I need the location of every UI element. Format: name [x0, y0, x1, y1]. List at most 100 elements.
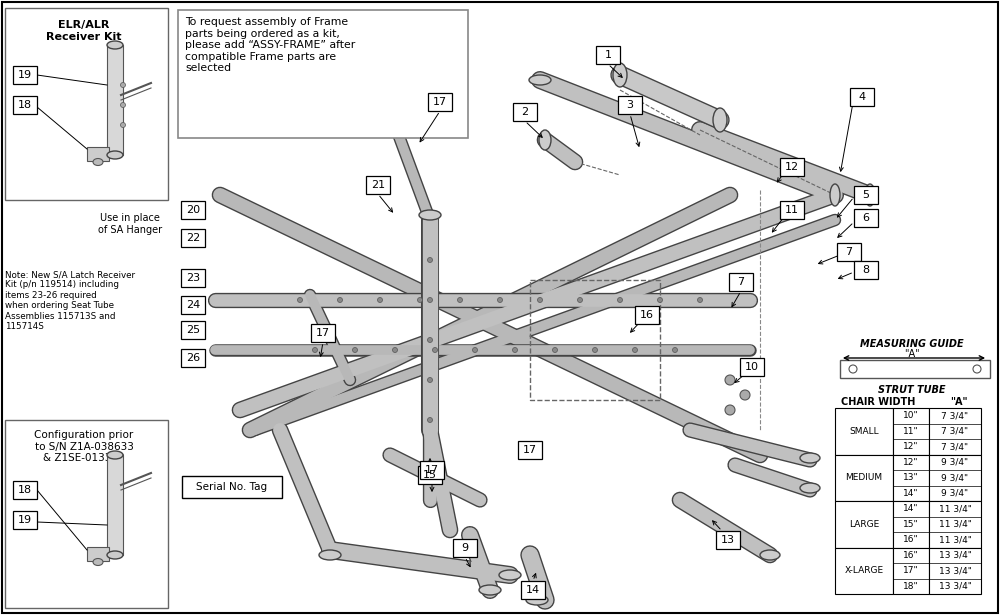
- Circle shape: [428, 338, 432, 343]
- Text: 18": 18": [903, 582, 919, 591]
- Bar: [854, 186, 878, 204]
- Bar: [181, 201, 205, 219]
- Bar: [530, 280, 660, 400]
- Text: 17: 17: [316, 328, 330, 338]
- Bar: [513, 103, 537, 121]
- Bar: [929, 454, 981, 501]
- Bar: [518, 441, 542, 459]
- Text: 18: 18: [18, 100, 32, 110]
- Ellipse shape: [800, 483, 820, 493]
- Bar: [428, 93, 452, 111]
- Circle shape: [740, 390, 750, 400]
- Text: 7 3/4": 7 3/4": [941, 427, 969, 436]
- Circle shape: [428, 298, 432, 303]
- Bar: [635, 306, 659, 324]
- Bar: [729, 273, 753, 291]
- Text: Note: New S/A Latch Receiver
Kit (p/n 119514) including
items 23-26 required
whe: Note: New S/A Latch Receiver Kit (p/n 11…: [5, 270, 135, 331]
- Text: 15: 15: [423, 470, 437, 480]
- Text: 8: 8: [862, 265, 870, 275]
- Circle shape: [512, 347, 518, 352]
- Ellipse shape: [713, 108, 727, 132]
- Text: 13: 13: [721, 535, 735, 545]
- Circle shape: [552, 347, 558, 352]
- Bar: [835, 547, 893, 594]
- Text: 12": 12": [903, 442, 919, 451]
- Text: 13 3/4": 13 3/4": [939, 566, 971, 575]
- Bar: [837, 243, 861, 261]
- Circle shape: [298, 298, 302, 303]
- Text: 16: 16: [640, 310, 654, 320]
- Ellipse shape: [830, 184, 840, 206]
- Bar: [835, 454, 893, 501]
- Circle shape: [658, 298, 662, 303]
- Circle shape: [392, 347, 398, 352]
- Text: 1: 1: [604, 50, 612, 60]
- Bar: [182, 476, 282, 498]
- Bar: [854, 209, 878, 227]
- Bar: [181, 321, 205, 339]
- Text: X-LARGE: X-LARGE: [844, 566, 884, 575]
- Text: CHAIR WIDTH: CHAIR WIDTH: [841, 397, 915, 407]
- Circle shape: [592, 347, 598, 352]
- Bar: [181, 349, 205, 367]
- Text: "A": "A": [904, 349, 920, 359]
- Text: 11 3/4": 11 3/4": [939, 520, 971, 529]
- Bar: [521, 581, 545, 599]
- Bar: [780, 201, 804, 219]
- Bar: [835, 408, 893, 454]
- Text: 3: 3: [626, 100, 634, 110]
- Text: 19: 19: [18, 515, 32, 525]
- Text: 13 3/4": 13 3/4": [939, 582, 971, 591]
- Bar: [178, 10, 468, 138]
- Text: 22: 22: [186, 233, 200, 243]
- Text: 9 3/4": 9 3/4": [941, 489, 969, 498]
- Text: 13 3/4": 13 3/4": [939, 551, 971, 560]
- Text: 7 3/4": 7 3/4": [941, 442, 969, 451]
- Text: 14": 14": [903, 504, 919, 514]
- Text: 18: 18: [18, 485, 32, 495]
- Bar: [893, 501, 929, 547]
- Text: 10": 10": [903, 411, 919, 420]
- Ellipse shape: [107, 151, 123, 159]
- Text: 16": 16": [903, 551, 919, 560]
- Text: To request assembly of Frame
parts being ordered as a kit,
please add “ASSY-FRAM: To request assembly of Frame parts being…: [185, 17, 355, 73]
- Circle shape: [538, 298, 542, 303]
- Text: Configuration prior
to S/N Z1A-038633
& Z1SE-013380: Configuration prior to S/N Z1A-038633 & …: [34, 430, 134, 463]
- Circle shape: [352, 347, 358, 352]
- Bar: [618, 96, 642, 114]
- Circle shape: [428, 378, 432, 383]
- Ellipse shape: [613, 63, 627, 87]
- Bar: [181, 229, 205, 247]
- Bar: [13, 96, 37, 114]
- Bar: [893, 547, 929, 594]
- Ellipse shape: [529, 75, 551, 85]
- Bar: [929, 501, 981, 547]
- Ellipse shape: [499, 570, 521, 580]
- Circle shape: [633, 347, 638, 352]
- Bar: [780, 158, 804, 176]
- Circle shape: [378, 298, 382, 303]
- Text: 15": 15": [903, 520, 919, 529]
- Text: 17: 17: [523, 445, 537, 455]
- Circle shape: [120, 122, 126, 127]
- Text: 17": 17": [903, 566, 919, 575]
- Text: 7: 7: [845, 247, 853, 257]
- Text: LARGE: LARGE: [849, 520, 879, 529]
- Bar: [854, 261, 878, 279]
- Ellipse shape: [479, 585, 501, 595]
- Text: STRUT TUBE: STRUT TUBE: [878, 385, 946, 395]
- Bar: [311, 324, 335, 342]
- Bar: [5, 420, 168, 608]
- Circle shape: [428, 418, 432, 423]
- Circle shape: [725, 405, 735, 415]
- Text: 25: 25: [186, 325, 200, 335]
- Bar: [181, 296, 205, 314]
- Bar: [716, 531, 740, 549]
- Circle shape: [120, 103, 126, 108]
- Bar: [5, 8, 168, 200]
- Bar: [420, 461, 444, 479]
- Text: 11: 11: [785, 205, 799, 215]
- Bar: [13, 481, 37, 499]
- Text: 13": 13": [903, 474, 919, 482]
- Text: 12": 12": [903, 458, 919, 467]
